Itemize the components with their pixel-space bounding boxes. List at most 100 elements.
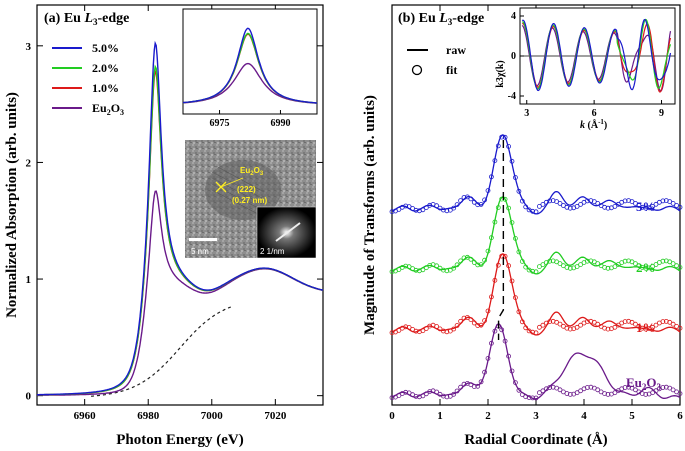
ft-fit-point [660,319,666,325]
ft-fit-point [444,208,450,214]
ft-fit-point [557,200,563,206]
ft-fit-point [464,315,470,320]
y-tick-label: 3 [26,41,32,53]
ft-fit-point [561,323,566,329]
ft-fit-point [612,324,618,330]
ft-fit-point [406,204,412,210]
legend-label-raw: raw [446,43,466,57]
ft-fit-point [567,265,573,271]
ft-fit-point [615,322,621,328]
ft-fit-point [540,201,546,207]
ft-fit-point [605,391,611,397]
ft-fit-point [488,174,494,180]
ft-fit-point [626,384,631,390]
ft-fit-point [585,258,590,264]
ft-fit-point [478,262,484,268]
x-tick-label: 5 [629,410,635,422]
panel-a-legend: 5.0% 2.0% 1.0% Eu2O3 [52,41,124,117]
ft-fit-point [574,264,580,270]
ft-fit-point [423,265,429,271]
ft-fit-point [663,384,669,390]
ft-fit-point [461,315,467,321]
ft-fit-point [670,387,676,393]
inset-b-tick-label: 3 [524,108,529,119]
ft-fit-point [485,248,491,254]
legend-label-5pct: 5.0% [92,41,119,55]
ft-fit-point [519,392,525,398]
ft-fit-point [602,391,607,397]
series-label-eu2o3: Eu2O3 [626,375,662,392]
ft-fit-point [478,201,484,207]
ft-fit-point [519,198,525,204]
ft-fit-point [643,326,649,332]
legend-label-1pct: 1.0% [92,81,119,95]
xanes-curve-3 [37,40,324,396]
ft-fit-point [403,324,409,330]
legend-marker-fit [411,64,423,76]
ft-fit-point [670,200,676,206]
tem-scale-label: 5 nm [191,247,209,256]
tem-particle [205,160,281,220]
ft-fit-point [557,321,563,327]
ft-fit-point [588,258,594,264]
ft-fit-point [471,260,477,265]
tem-phase-label: Eu2O3 [240,166,264,177]
ft-fit-point [633,321,638,327]
panel-b-xlabel: Radial Coordinate (Å) [464,432,607,448]
ft-fit-point [447,393,453,399]
ft-fit-point [537,203,542,209]
ft-fit-point [444,394,450,400]
ft-fit-point [485,355,491,361]
ft-fit-point [495,205,501,211]
ft-fit-point [516,387,522,393]
ft-fit-point [633,387,638,393]
ft-fit-point [567,326,573,332]
ft-fit-point [585,198,590,204]
panel-a-title: (a) Eu L3-edge [44,11,129,27]
ft-fit-point [622,258,628,264]
ft-fit-point [485,308,491,314]
ft-fit-point [585,385,590,390]
ft-fit-point [499,253,505,259]
ft-fit-point [523,264,529,270]
ft-fit-point [516,309,522,315]
ft-fit-point [468,196,474,202]
ft-fit-point [516,188,522,194]
ft-fit-point [523,394,529,400]
y-tick-label: 0 [26,391,32,403]
ft-fit-point [660,385,666,390]
ft-fit-point [622,385,628,390]
fft-scale-label: 2 1/nm [260,247,285,256]
ft-fit-point [533,395,539,401]
x-tick-label: 2 [485,410,491,422]
inset-b-tick-label: -4 [508,91,516,102]
ft-fit-point [468,317,474,323]
x-tick-label: 7020 [264,410,287,422]
ft-fit-point [639,391,645,397]
x-tick-label: 0 [389,410,395,422]
ft-fit-point [502,253,508,259]
ft-fit-point [471,384,477,390]
ft-fit-point [471,199,477,205]
ft-fit-point [574,390,580,396]
ft-fit-point [602,325,607,331]
inset-b-tick-label: 6 [592,108,597,119]
ft-fit-point [557,387,563,393]
ft-fit-point [605,205,611,211]
ft-fit-point [499,327,505,333]
ft-fit-point [423,326,429,331]
inset-b-tick-label: 0 [511,51,516,62]
ft-fit-point [509,220,515,226]
ft-fit-point [578,388,583,394]
ft-fit-point [506,353,512,359]
ft-fit-point [482,197,488,203]
ft-fit-point [464,194,470,200]
ft-fit-point [488,340,494,346]
ft-fit-point [513,380,518,386]
ft-fit-point [670,261,676,267]
ft-fit-point [578,322,583,328]
ft-fit-point [499,134,505,140]
ft-fit-point [475,383,481,389]
ft-fit-point [540,322,546,328]
ft-fit-point [585,319,590,325]
